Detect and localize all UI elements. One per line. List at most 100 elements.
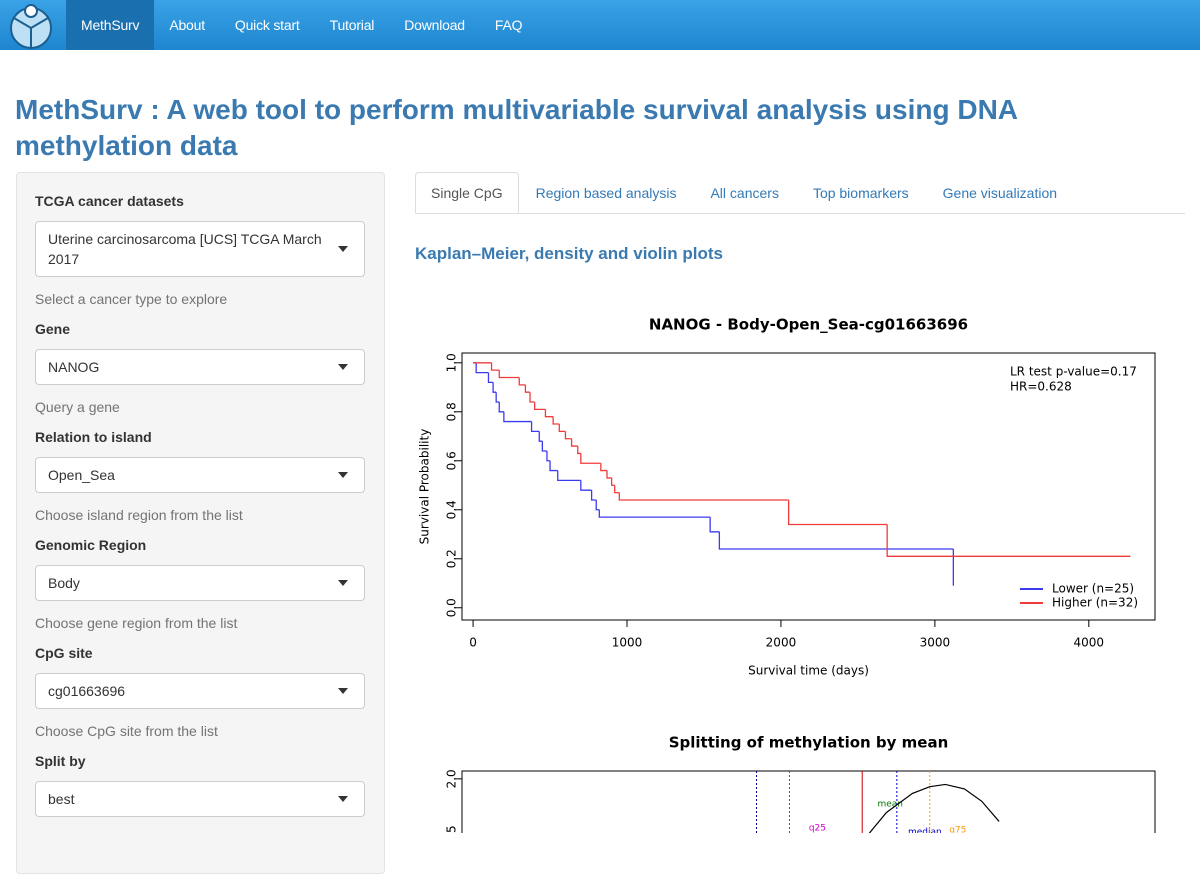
y-tick-label: 0.4 bbox=[445, 500, 459, 519]
tab[interactable]: Region based analysis bbox=[535, 185, 677, 201]
form-field: TCGA cancer datasets Uterine carcinosarco… bbox=[35, 193, 365, 307]
km-step bbox=[498, 370, 520, 379]
help-text: Choose CpG site from the list bbox=[35, 723, 218, 739]
annotation: LR test p-value=0.17 bbox=[1010, 365, 1137, 379]
tab[interactable]: Gene visualization bbox=[942, 185, 1058, 201]
plot-box bbox=[461, 770, 1156, 833]
navbar: MethSurv About Quick start Tutorial Downloa… bbox=[0, 0, 1200, 50]
km-step bbox=[580, 453, 601, 464]
x-tick-label: 0 bbox=[469, 636, 477, 650]
km-step bbox=[564, 431, 572, 440]
km-step bbox=[618, 492, 789, 501]
x-tick-label: 2000 bbox=[766, 636, 797, 650]
km-step bbox=[487, 372, 494, 384]
km-step bbox=[718, 531, 954, 550]
plot-box bbox=[461, 352, 1156, 621]
km-step bbox=[490, 362, 500, 371]
section-title: Kaplan–Meier, density and violin plots bbox=[415, 244, 723, 263]
km-step bbox=[557, 470, 581, 482]
field-label: CpG site bbox=[35, 645, 93, 661]
form-field: Relation to island Open_Sea Choose island … bbox=[35, 429, 365, 523]
km-step bbox=[544, 409, 554, 418]
nav-item[interactable]: FAQ bbox=[494, 17, 523, 33]
logo[interactable] bbox=[8, 3, 54, 49]
nav-brand[interactable]: MethSurv bbox=[66, 0, 155, 50]
field-label: Split by bbox=[35, 753, 86, 769]
form-field: Gene NANOG Query a gene bbox=[35, 321, 365, 415]
help-text: Choose gene region from the list bbox=[35, 615, 238, 631]
field-label: Genomic Region bbox=[35, 537, 147, 553]
km-step bbox=[709, 517, 720, 533]
legend-label: Higher (n=32) bbox=[1052, 596, 1138, 610]
y-axis-label: Survival Probability bbox=[418, 429, 432, 545]
km-step bbox=[787, 499, 888, 526]
x-tick-label: 3000 bbox=[920, 636, 951, 650]
km-step bbox=[518, 377, 526, 386]
km-step bbox=[610, 477, 615, 486]
sidebar: TCGA cancer datasets Uterine carcinosarco… bbox=[16, 172, 385, 874]
nav-item[interactable]: Quick start bbox=[234, 17, 300, 33]
form-field: CpG site cg01663696 Choose CpG site from t… bbox=[35, 645, 365, 739]
km-step bbox=[541, 441, 547, 452]
km-step bbox=[580, 480, 592, 491]
select[interactable]: Open_Sea bbox=[35, 457, 365, 493]
x-tick-label: 1000 bbox=[612, 636, 643, 650]
y-tick-label: 0.8 bbox=[445, 402, 459, 421]
km-step bbox=[475, 362, 489, 374]
km-step bbox=[552, 416, 560, 425]
tabs: Single CpG Region based analysis All cance… bbox=[415, 172, 1185, 214]
y-tick-label: 0.0 bbox=[445, 598, 459, 617]
km-step bbox=[498, 401, 504, 413]
field-label: TCGA cancer datasets bbox=[35, 193, 184, 209]
x-axis-label: Survival time (days) bbox=[748, 664, 869, 678]
nav-item[interactable]: About bbox=[169, 17, 205, 33]
form-field: Genomic Region Body Choose gene region fro… bbox=[35, 537, 365, 631]
km-step bbox=[614, 485, 620, 494]
chart-title: NANOG - Body-Open_Sea-cg01663696 bbox=[649, 316, 968, 334]
km-step bbox=[549, 460, 558, 472]
y-tick-label: 0.2 bbox=[445, 549, 459, 568]
km-step bbox=[530, 421, 540, 433]
tab[interactable]: Top biomarkers bbox=[812, 185, 909, 201]
km-step bbox=[534, 401, 546, 410]
plot-svg: NANOG - Body-Open_Sea-cg01663696 0.0 0.2 0.… bbox=[418, 316, 1156, 834]
help-text: Choose island region from the list bbox=[35, 507, 243, 523]
nav-item[interactable]: Download bbox=[404, 17, 465, 33]
density-curve bbox=[868, 783, 1000, 833]
field-label: Relation to island bbox=[35, 429, 152, 445]
help-text: Query a gene bbox=[35, 399, 120, 415]
chart-title: Splitting of methylation by mean bbox=[669, 734, 949, 752]
km-step bbox=[529, 392, 535, 403]
km-step bbox=[577, 446, 581, 455]
select[interactable]: Body bbox=[35, 565, 365, 601]
km-step bbox=[495, 392, 500, 403]
select[interactable]: Uterine carcinosarcoma [UCS] TCGA March … bbox=[35, 221, 365, 277]
km-step bbox=[606, 470, 612, 479]
km-step bbox=[598, 509, 711, 518]
marker-label: mean bbox=[877, 800, 903, 810]
page-title: MethSurv : A web tool to perform multiva… bbox=[15, 94, 1017, 161]
marker-label: q75 bbox=[949, 826, 966, 834]
y-tick-label: 1.5 bbox=[445, 825, 459, 833]
km-step bbox=[558, 424, 566, 433]
km-step bbox=[600, 463, 608, 472]
nav-item[interactable]: Tutorial bbox=[329, 17, 375, 33]
x-tick-label: 4000 bbox=[1074, 636, 1105, 650]
select[interactable]: best bbox=[35, 781, 365, 817]
km-step bbox=[538, 431, 543, 442]
marker-label: q25 bbox=[809, 824, 826, 834]
km-step bbox=[492, 382, 497, 393]
plots: NANOG - Body-Open_Sea-cg01663696 0.0 0.2 0.… bbox=[400, 300, 1200, 833]
km-step bbox=[503, 411, 532, 423]
select[interactable]: NANOG bbox=[35, 349, 365, 385]
km-step bbox=[524, 384, 531, 393]
annotation: HR=0.628 bbox=[1010, 380, 1072, 394]
km-step bbox=[590, 490, 597, 501]
y-tick-label: 1.0 bbox=[445, 353, 459, 372]
tab[interactable]: Single CpG bbox=[415, 172, 519, 213]
help-text: Select a cancer type to explore bbox=[35, 291, 228, 307]
select[interactable]: cg01663696 bbox=[35, 673, 365, 709]
tab[interactable]: All cancers bbox=[710, 185, 779, 201]
km-step bbox=[886, 524, 1131, 557]
